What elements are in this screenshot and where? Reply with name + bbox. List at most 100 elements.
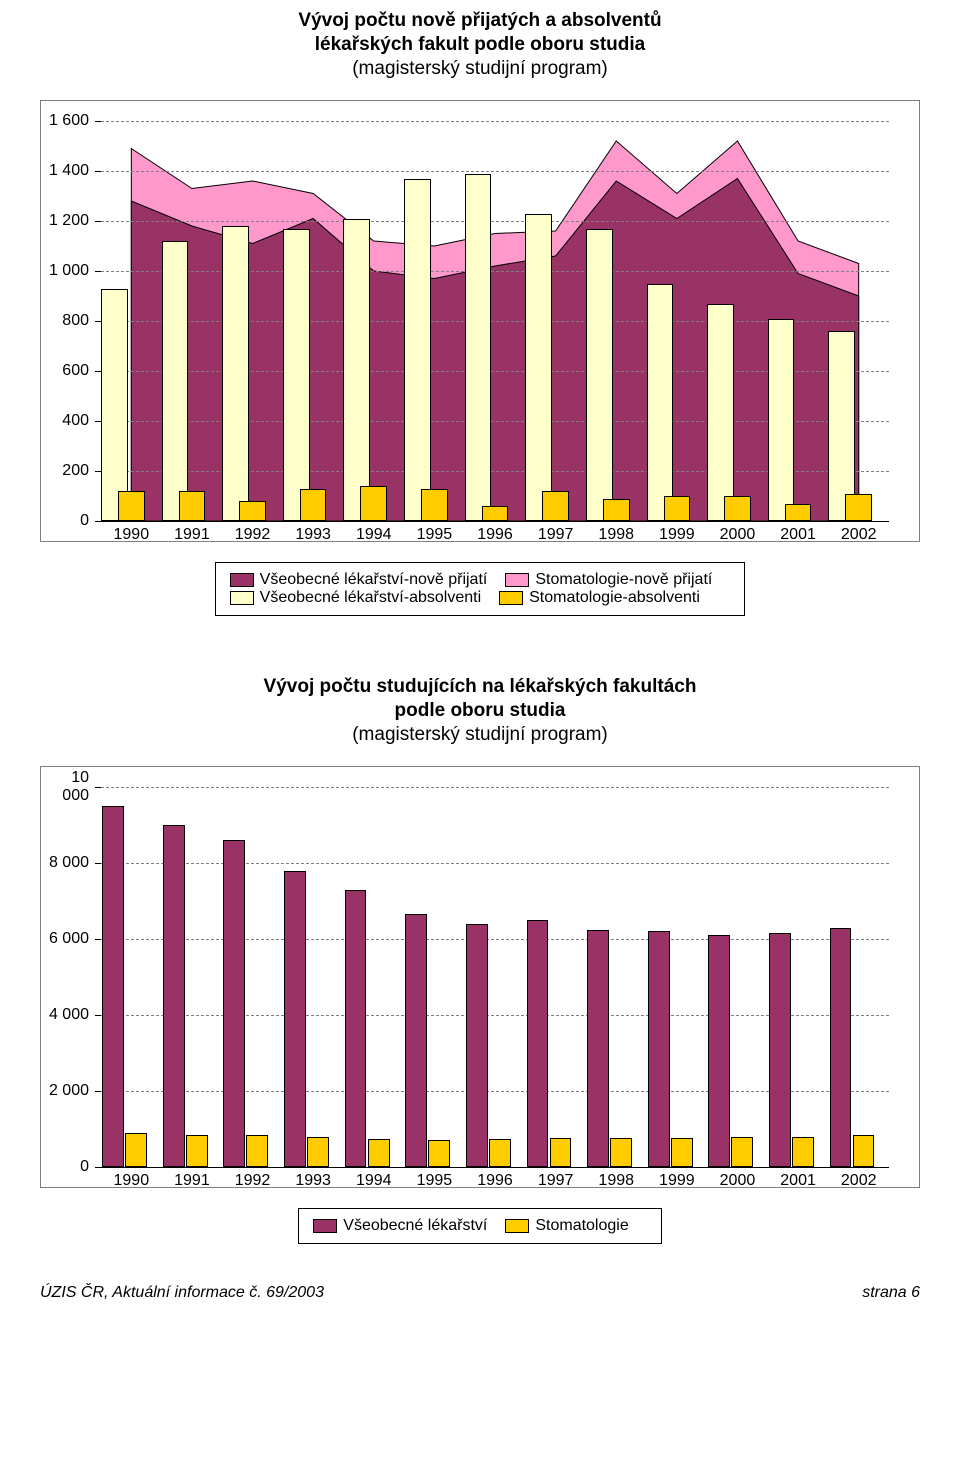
chart2-bar-stomatologie: [610, 1138, 632, 1167]
chart1-bar-vseobecne-absolventi: [101, 289, 128, 522]
page-footer: ÚZIS ČR, Aktuální informace č. 69/2003 s…: [40, 1284, 920, 1302]
chart1-x-tick-label: 1996: [477, 526, 513, 544]
chart2-x-tick-label: 1999: [659, 1172, 695, 1190]
chart2-bar-vseobecne: [345, 890, 367, 1167]
chart1-x-tick-label: 1991: [174, 526, 210, 544]
chart2-bar-vseobecne: [405, 914, 427, 1167]
chart2-bar-stomatologie: [853, 1135, 875, 1167]
chart2-bar-vseobecne: [466, 924, 488, 1167]
chart1-y-tick-label: 0: [80, 512, 89, 530]
chart2-y-tick-label: 4 000: [49, 1006, 89, 1024]
chart1-gridline: [101, 221, 889, 222]
chart1-bar-stomatologie-absolventi: [300, 489, 327, 522]
legend-swatch: [499, 591, 523, 605]
chart2-frame: 02 0004 0006 0008 00010 000 199019911992…: [40, 766, 920, 1188]
chart1-x-tick-label: 1997: [538, 526, 574, 544]
chart1-bar-stomatologie-absolventi: [239, 501, 266, 521]
chart2-legend: Všeobecné lékařství Stomatologie: [298, 1208, 661, 1244]
chart1-bar-vseobecne-absolventi: [162, 241, 189, 521]
chart1-bar-stomatologie-absolventi: [360, 486, 387, 521]
chart1-gridline: [101, 271, 889, 272]
chart2-y-tick: [95, 1015, 101, 1016]
chart1-gridline: [101, 121, 889, 122]
chart1-x-tick-label: 2001: [780, 526, 816, 544]
chart1-x-tick-label: 1993: [295, 526, 331, 544]
legend-item: Všeobecné lékařství-nově přijatí: [230, 571, 488, 589]
chart2-x-tick-label: 1997: [538, 1172, 574, 1190]
chart1-y-tick-label: 1 000: [49, 262, 89, 280]
chart2-y-tick: [95, 1167, 101, 1168]
chart2-x-tick-label: 1993: [295, 1172, 331, 1190]
legend-swatch: [230, 591, 254, 605]
chart2-bar-vseobecne: [284, 871, 306, 1167]
legend-label: Stomatologie-absolventi: [529, 589, 700, 606]
legend-item: Stomatologie-absolventi: [499, 589, 700, 607]
chart1-y-tick: [95, 171, 101, 172]
chart1-title-line2: lékařských fakult podle oboru studia: [40, 34, 920, 56]
legend-item: Stomatologie: [505, 1217, 628, 1235]
chart2-bar-stomatologie: [489, 1139, 511, 1168]
chart2-x-tick-label: 2002: [841, 1172, 877, 1190]
chart1-gridline: [101, 171, 889, 172]
chart1-bar-vseobecne-absolventi: [525, 214, 552, 522]
chart2-bar-vseobecne: [587, 930, 609, 1168]
chart2-bar-vseobecne: [708, 935, 730, 1167]
legend-row: Všeobecné lékařství Stomatologie: [313, 1217, 646, 1235]
chart2-y-tick-label: 8 000: [49, 854, 89, 872]
chart2-bar-stomatologie: [671, 1138, 693, 1167]
chart1-y-tick-label: 800: [62, 312, 89, 330]
chart2-x-tick-label: 1998: [598, 1172, 634, 1190]
chart2-y-tick: [95, 1091, 101, 1092]
chart1-plot-area: [101, 121, 889, 521]
chart2-title-line2: podle oboru studia: [40, 700, 920, 722]
legend-swatch: [505, 1219, 529, 1233]
chart1-x-tick-label: 1998: [598, 526, 634, 544]
chart1: Vývoj počtu nově přijatých a absolventů …: [40, 10, 920, 616]
chart2-bar-stomatologie: [792, 1137, 814, 1167]
chart2-bar-vseobecne: [648, 931, 670, 1167]
chart2-x-tick-label: 1995: [417, 1172, 453, 1190]
chart1-bar-stomatologie-absolventi: [482, 506, 509, 521]
chart1-x-tick-label: 1992: [235, 526, 271, 544]
chart2-plot-area: [101, 787, 889, 1167]
legend-swatch: [505, 573, 529, 587]
chart1-bar-vseobecne-absolventi: [828, 331, 855, 521]
chart2-title-line3: (magisterský studijní program): [40, 724, 920, 746]
chart1-y-tick: [95, 221, 101, 222]
chart1-bar-stomatologie-absolventi: [421, 489, 448, 522]
chart2-bar-stomatologie: [125, 1133, 147, 1167]
chart1-bar-stomatologie-absolventi: [603, 499, 630, 522]
chart2-bar-vseobecne: [163, 825, 185, 1167]
chart1-bar-stomatologie-absolventi: [724, 496, 751, 521]
chart1-y-tick-label: 600: [62, 362, 89, 380]
chart1-y-tick: [95, 521, 101, 522]
chart2-title-line1: Vývoj počtu studujících na lékařských fa…: [40, 676, 920, 698]
chart1-gridline: [101, 521, 889, 522]
chart1-y-tick-label: 1 600: [49, 112, 89, 130]
chart1-bar-stomatologie-absolventi: [118, 491, 145, 521]
chart2-y-tick-label: 0: [80, 1158, 89, 1176]
chart1-bar-vseobecne-absolventi: [707, 304, 734, 522]
chart2-x-tick-label: 1991: [174, 1172, 210, 1190]
chart2-y-tick-label: 10 000: [41, 769, 89, 805]
legend-row: Všeobecné lékařství-absolventi Stomatolog…: [230, 589, 731, 607]
chart2-y-tick: [95, 787, 101, 788]
chart2-x-tick-label: 1992: [235, 1172, 271, 1190]
chart1-frame: 02004006008001 0001 2001 4001 600 199019…: [40, 100, 920, 542]
legend-item: Všeobecné lékařství-absolventi: [230, 589, 481, 607]
chart1-bar-vseobecne-absolventi: [222, 226, 249, 521]
chart1-bar-stomatologie-absolventi: [845, 494, 872, 522]
chart2-x-tick-label: 1990: [114, 1172, 150, 1190]
legend-item: Stomatologie-nově přijatí: [505, 571, 712, 589]
legend-item: Všeobecné lékařství: [313, 1217, 487, 1235]
chart1-bar-stomatologie-absolventi: [179, 491, 206, 521]
chart2-bar-stomatologie: [550, 1138, 572, 1167]
legend-label: Všeobecné lékařství-absolventi: [260, 589, 481, 606]
chart2-bar-vseobecne: [769, 933, 791, 1167]
chart1-legend: Všeobecné lékařství-nově přijatí Stomatol…: [215, 562, 746, 616]
chart2-gridline: [101, 863, 889, 864]
chart2-x-tick-label: 2001: [780, 1172, 816, 1190]
legend-label: Stomatologie-nově přijatí: [535, 571, 712, 588]
chart1-y-tick-label: 200: [62, 462, 89, 480]
chart2-bar-stomatologie: [186, 1135, 208, 1167]
